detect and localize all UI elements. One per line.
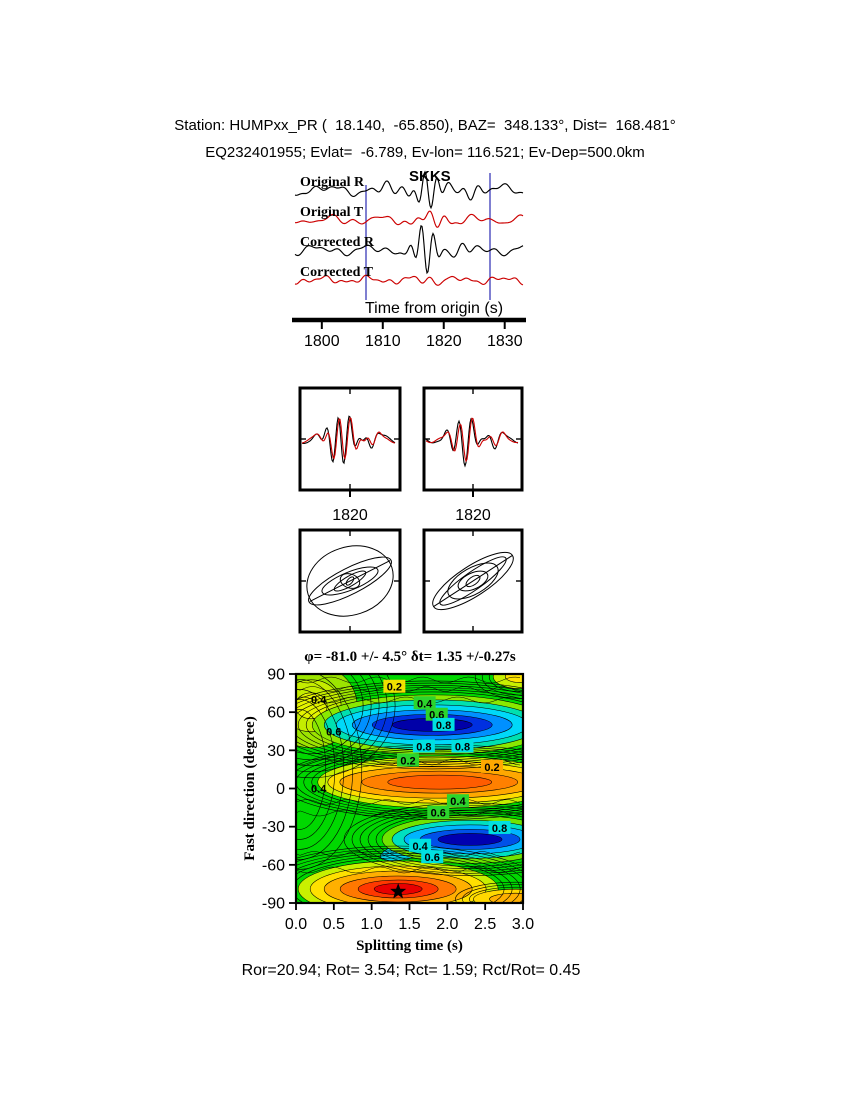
y-tick-label: 60 (267, 705, 285, 722)
panel-tick-label-right: 1820 (455, 507, 491, 524)
contour-axis-ticks: 0.0 0.5 1.0 1.5 2.0 2.5 3.0 90 60 30 0 -30 -60 -90 (262, 667, 534, 934)
contour-level-label: 0.4 (311, 784, 327, 796)
time-axis-ticks (320, 322, 506, 329)
trace-label-corrected-t: Corrected T (300, 265, 374, 280)
trace-label-original-t: Original T (300, 205, 364, 220)
contour-level-label: 0.2 (400, 756, 415, 768)
contour-level-label: 0.8 (416, 742, 431, 754)
time-tick-1800: 1800 (304, 333, 340, 350)
y-tick-label: 30 (267, 743, 285, 760)
time-tick-1820: 1820 (426, 333, 462, 350)
x-axis-label: Splitting time (s) (356, 938, 463, 954)
x-tick-label: 0.0 (285, 916, 307, 933)
waveform-plot: Original R Original T Corrected R Correc… (292, 168, 526, 350)
x-tick-label: 2.0 (436, 916, 458, 933)
best-solution-star (390, 883, 407, 899)
trace-label-original-r: Original R (300, 175, 365, 190)
contour-plot: φ= -81.0 +/- 4.5° δt= 1.35 +/-0.27s 0.20… (242, 649, 534, 954)
panel-tick-label-left: 1820 (332, 507, 368, 524)
trace-label-corrected-r: Corrected R (300, 235, 375, 250)
contour-level-label: 0.4 (450, 796, 466, 808)
time-axis-label: Time from origin (s) (365, 300, 503, 317)
time-tick-1830: 1830 (487, 333, 523, 350)
panel-grid: 1820 1820 (298, 386, 524, 634)
y-tick-label: -60 (262, 857, 285, 874)
result-stats: Ror=20.94; Rot= 3.54; Rct= 1.59; Rct/Rot… (241, 962, 581, 979)
contour-level-label: 0.6 (425, 852, 440, 864)
contour-title: φ= -81.0 +/- 4.5° δt= 1.35 +/-0.27s (304, 649, 516, 665)
contour-level-label: 0.4 (417, 698, 433, 710)
event-subtitle: EQ232401955; Evlat= -6.789, Ev-lon= 116.… (205, 144, 645, 161)
waveform-traces (294, 170, 524, 286)
wave-panel-left (298, 386, 402, 492)
panel-ticks (300, 388, 522, 632)
contour-level-label: 0.6 (431, 808, 446, 820)
contour-level-label: 0.6 (326, 726, 341, 738)
x-tick-label: 1.0 (361, 916, 383, 933)
contour-level-label: 0.4 (311, 694, 327, 706)
contour-level-label: 0.2 (387, 682, 402, 694)
contour-level-label: 0.8 (436, 720, 451, 732)
y-tick-label: -90 (262, 896, 285, 913)
contour-level-label: 0.2 (484, 762, 499, 774)
x-tick-label: 0.5 (323, 916, 345, 933)
phase-label-skks: SKKS (409, 168, 451, 185)
time-tick-1810: 1810 (365, 333, 401, 350)
x-tick-label: 1.5 (398, 916, 420, 933)
y-tick-label: -30 (262, 819, 285, 836)
contour-art: 0.20.40.60.40.60.80.8 0.80.20.20.40.40.60… (296, 674, 523, 903)
panel-art (302, 415, 519, 617)
contour-level-label: 0.8 (455, 742, 470, 754)
station-title: Station: HUMPxx_PR ( 18.140, -65.850), B… (174, 117, 676, 134)
x-tick-label: 2.5 (474, 916, 496, 933)
y-axis-label: Fast direction (degree) (242, 716, 258, 860)
contour-level-label: 0.8 (492, 823, 507, 835)
x-tick-label: 3.0 (512, 916, 534, 933)
y-tick-label: 90 (267, 667, 285, 684)
y-tick-label: 0 (276, 781, 285, 798)
contour-level-label: 0.4 (412, 841, 428, 853)
